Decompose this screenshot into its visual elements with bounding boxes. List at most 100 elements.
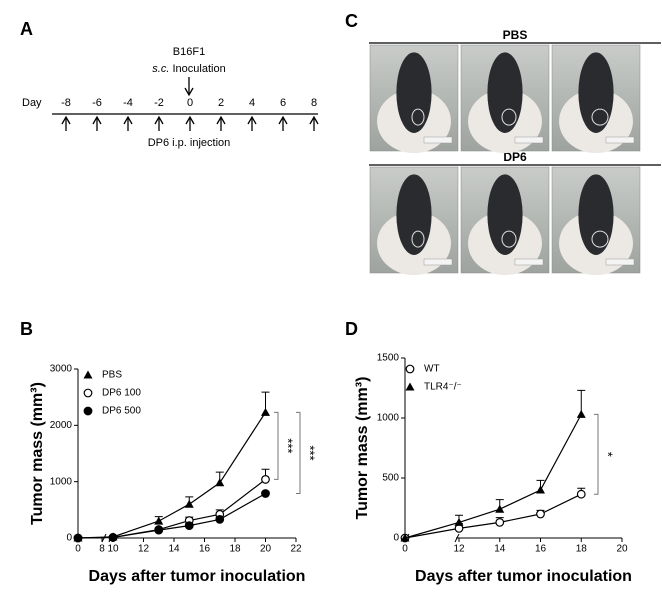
x-tick-label: 14 [494,544,506,555]
arrow-head [154,115,164,125]
tumor-outline [591,230,609,248]
marker [495,518,505,527]
x-tick-label: 16 [535,544,547,555]
significance-label: *** [281,438,296,453]
group-title: DP6 [503,150,527,164]
day-tick-label: -8 [61,97,71,109]
legend-label: DP6 100 [102,388,141,399]
arrow-head [61,115,71,125]
day-tick-label: 4 [249,97,255,109]
significance-bracket [296,411,301,494]
y-tick-label: 1000 [377,413,400,424]
group-title: PBS [503,28,528,42]
day-tick-label: 2 [218,97,224,109]
tumor-outline [591,108,609,126]
mouse [487,174,523,255]
mouse [578,174,614,255]
marker [454,517,464,526]
x-tick-label: 16 [199,544,211,555]
y-axis-label: Tumor mass (mm³) [29,382,46,525]
y-axis-label: Tumor mass (mm³) [354,377,371,520]
day-tick-label: 0 [187,97,193,109]
series-line [77,492,266,539]
legend-marker [405,382,415,391]
y-tick-label: 2000 [50,420,73,431]
mouse [396,174,432,255]
arrow-head [278,115,288,125]
series-line [404,414,582,539]
x-tick-label: 12 [138,544,150,555]
x-tick-label: 22 [290,544,302,555]
x-tick-label: 18 [229,544,241,555]
y-tick-label: 0 [66,533,72,544]
y-tick-label: 0 [393,533,399,544]
series-line [77,478,266,539]
marker [215,478,225,487]
legend-label: WT [424,364,440,375]
arrow-head [247,115,257,125]
significance-bracket [594,413,599,495]
legend-marker [83,406,93,416]
arrow-head [185,115,195,125]
legend-marker [83,388,93,398]
cell-line: B16F1 [173,46,205,58]
series-line [77,412,267,539]
marker [576,489,586,499]
day-tick-label: 8 [311,97,317,109]
tumor-outline [501,230,517,248]
legend-label: PBS [102,370,122,381]
significance-label: *** [303,445,318,460]
panel-label: A [20,19,33,39]
photo-grid [369,44,641,276]
marker [576,409,586,418]
x-tick-label: 14 [168,544,180,555]
marker [108,533,118,542]
event: Inoculation [172,63,225,75]
marker [261,407,270,416]
panel-label: C [345,11,358,31]
marker [400,533,410,542]
marker [154,516,164,525]
scale-bar [423,136,453,144]
series-line [404,493,582,539]
day-tick-label: -2 [154,97,164,109]
tumor-outline [411,230,425,248]
y-tick-label: 1000 [50,476,73,487]
mouse [487,52,523,133]
axis-break [454,533,460,543]
x-tick-label: 8 [99,544,105,555]
day-tick-label: -4 [123,97,133,109]
tumor-outline [501,108,517,126]
x-tick-label: 10 [107,544,119,555]
injection-label: DP6 i.p. injection [148,137,231,149]
marker [495,504,505,513]
marker [261,475,270,484]
day-tick-label: -6 [92,97,102,109]
scale-bar [514,136,544,144]
scale-bar [423,258,453,266]
legend-marker [83,370,93,379]
marker [184,521,194,531]
arrow-head [184,87,194,97]
significance-bracket [274,411,279,480]
scale-bar [514,258,544,266]
arrow-head [92,115,102,125]
marker [215,515,225,524]
panel-label: D [345,319,358,339]
arrow-head [123,115,133,125]
arrow-head [309,115,319,125]
scale-bar [605,258,635,266]
x-tick-label: 20 [616,544,628,555]
legend-label: TLR4⁻/⁻ [424,382,462,393]
x-axis-label: Days after tumor inoculation [415,568,632,585]
mouse [578,52,614,133]
arrow-head [216,115,226,125]
tumor-outline [411,108,425,126]
inoculation-label: s.c. Inoculation [152,63,225,75]
x-tick-label: 20 [260,544,272,555]
x-axis-label: Days after tumor inoculation [89,568,306,585]
marker [184,499,194,508]
significance-label: * [601,452,616,457]
scale-bar [605,136,635,144]
